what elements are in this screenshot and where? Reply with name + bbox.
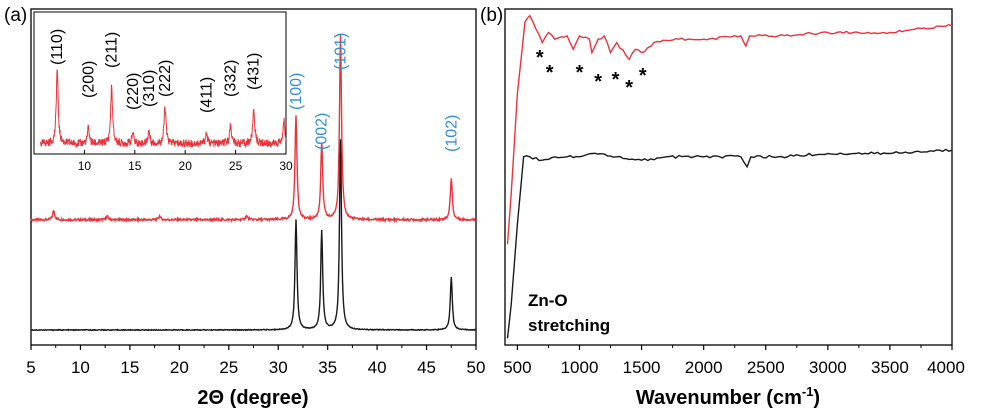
- inset-frame: [33, 11, 287, 155]
- panel-b-x-axis-title-main: Wavenumber (cm: [636, 387, 802, 409]
- absorption-star-marker: *: [536, 47, 544, 69]
- panel-b-x-axis-title: Wavenumber (cm-1): [636, 384, 820, 409]
- inset-x-tick-label: 10: [78, 159, 92, 173]
- panel-b-x-tick-label: 3000: [809, 358, 847, 377]
- absorption-star-marker: *: [625, 77, 633, 99]
- panel-a-label: (a): [4, 5, 27, 26]
- panel-b-x-tick-label: 4000: [927, 358, 965, 377]
- panel-b-x-tick-label: 2500: [747, 358, 785, 377]
- panel-b-x-tick-label: 1000: [561, 358, 599, 377]
- hkl-peak-label: (002): [314, 113, 331, 150]
- panel-a-x-tick-label: 20: [170, 358, 189, 377]
- absorption-star-marker: *: [594, 71, 602, 93]
- panel-a-x-tick-label: 45: [417, 358, 436, 377]
- inset-hkl-label: (200): [80, 61, 97, 98]
- panel-b-x-axis-title-end: ): [813, 387, 820, 409]
- panel-a-x-axis-title: 2Θ (degree): [197, 387, 308, 409]
- inset-x-tick-label: 20: [179, 159, 193, 173]
- panel-a-x-tick-label: 25: [219, 358, 238, 377]
- panel-a-xrd: (a) 5 10 15 20 25 30 35 40 45 50 (100)(002)(101)(…: [4, 5, 485, 409]
- inset-x-ticks: 10 15 20 25 30: [78, 150, 293, 173]
- inset-x-tick-label: 25: [229, 159, 243, 173]
- panel-b-series-black: [506, 148, 953, 339]
- absorption-star-marker: *: [546, 62, 554, 84]
- zn-o-annotation-line1: Zn-O: [528, 291, 568, 310]
- panel-a-series-red: [30, 34, 477, 224]
- panel-b-x-tick-label: 1500: [623, 358, 661, 377]
- hkl-peak-label: (100): [288, 73, 305, 110]
- inset-x-tick-label: 30: [279, 159, 293, 173]
- panel-b-x-tick-label: 500: [503, 358, 531, 377]
- panel-b-ftir: (b) 500 1000 1500 2000 2500 3000 3500 4000 ** * *…: [480, 5, 965, 409]
- hkl-peak-label: (101): [333, 33, 350, 70]
- inset-series: [39, 69, 287, 149]
- panel-b-series-red: [506, 14, 953, 245]
- panel-a-x-tick-label: 30: [269, 358, 288, 377]
- panel-b-x-tick-label: 2000: [685, 358, 723, 377]
- panel-a-peak-labels: (100) (002) (101) (102): [288, 33, 460, 152]
- panel-a-x-tick-label: 40: [368, 358, 387, 377]
- inset-hkl-label: (222): [157, 60, 174, 97]
- panel-b-x-tick-label: 3500: [871, 358, 909, 377]
- panel-b-x-ticks: 500 1000 1500 2000 2500 3000 3500 4000: [503, 345, 965, 377]
- inset-hkl-label: (411): [198, 77, 215, 113]
- absorption-star-marker: *: [639, 65, 647, 87]
- panel-a-x-tick-label: 35: [318, 358, 337, 377]
- inset-series-red: [39, 69, 287, 149]
- panel-b-label: (b): [480, 5, 503, 26]
- panel-a-x-tick-label: 10: [71, 358, 90, 377]
- absorption-star-marker: *: [612, 69, 620, 91]
- absorption-star-marker: *: [576, 62, 584, 84]
- inset-peak-labels: (110) (200) (211)(220) (310) (222) (411) (332)…: [49, 29, 263, 113]
- panel-a-series: [30, 34, 477, 332]
- panel-b-series: [506, 14, 953, 339]
- inset-hkl-label: (110): [49, 29, 66, 65]
- panel-a-series-black: [30, 139, 477, 332]
- panel-a-inset: 10 15 20 25 30 (110) (200) (211)(220) (310) (222…: [33, 11, 293, 173]
- inset-hkl-label: (431): [246, 53, 263, 90]
- hkl-peak-label: (102): [443, 115, 460, 152]
- panel-b-axes-frame: [504, 8, 953, 346]
- zn-o-annotation-line2: stretching: [528, 316, 610, 335]
- panel-a-x-tick-label: 50: [467, 358, 486, 377]
- inset-x-tick-label: 15: [128, 159, 142, 173]
- inset-hkl-label: (211): [104, 32, 121, 68]
- panel-b-star-markers: ** * * * **: [536, 47, 647, 99]
- panel-a-x-ticks: 5 10 15 20 25 30 35 40 45 50: [26, 345, 485, 377]
- inset-hkl-label: (220): [125, 73, 142, 110]
- panel-a-x-tick-label: 5: [26, 358, 35, 377]
- inset-hkl-label: (332): [223, 60, 240, 97]
- panel-a-x-tick-label: 15: [120, 358, 139, 377]
- panel-b-x-axis-title-sup: -1: [802, 384, 814, 399]
- inset-hkl-label: (310): [141, 70, 158, 107]
